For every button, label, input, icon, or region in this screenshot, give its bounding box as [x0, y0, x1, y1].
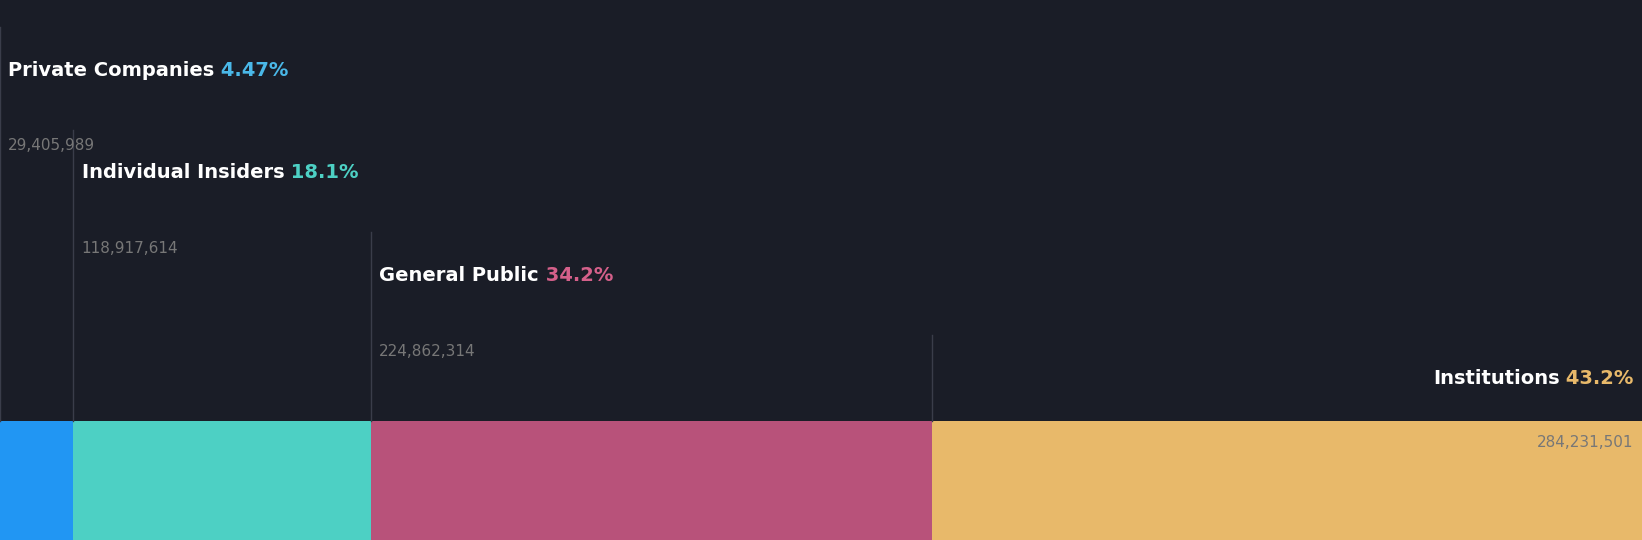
Bar [933, 421, 1642, 540]
Text: 118,917,614: 118,917,614 [82, 241, 179, 256]
Text: 43.2%: 43.2% [1560, 368, 1634, 388]
Text: Private Companies: Private Companies [8, 60, 215, 80]
Bar [0, 421, 74, 540]
Text: General Public: General Public [379, 266, 539, 285]
Bar [371, 421, 933, 540]
Text: 224,862,314: 224,862,314 [379, 343, 476, 359]
Text: 18.1%: 18.1% [284, 163, 358, 183]
Text: 34.2%: 34.2% [539, 266, 612, 285]
Text: 284,231,501: 284,231,501 [1537, 435, 1634, 450]
Text: 29,405,989: 29,405,989 [8, 138, 95, 153]
Text: Individual Insiders: Individual Insiders [82, 163, 284, 183]
Bar [74, 421, 371, 540]
Text: 4.47%: 4.47% [215, 60, 289, 80]
Text: Institutions: Institutions [1433, 368, 1560, 388]
